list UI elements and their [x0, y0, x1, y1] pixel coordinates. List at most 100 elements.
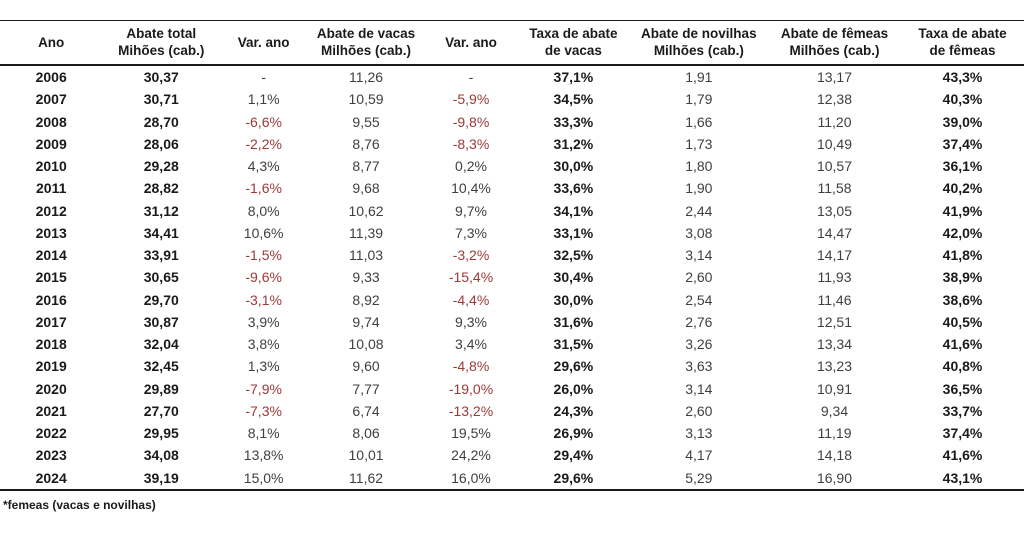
- table-cell: 30,37: [143, 69, 179, 85]
- table-cell: 11,03: [349, 247, 384, 263]
- table-cell: 38,9%: [942, 269, 983, 286]
- table-cell: 8,1%: [247, 425, 280, 441]
- table-cell: 8,76: [352, 135, 380, 152]
- table-cell: 2017: [35, 313, 67, 330]
- table-cell: 39,0%: [942, 113, 983, 130]
- table-cell: 7,77: [352, 380, 380, 397]
- table-cell: -1,5%: [245, 247, 282, 263]
- table-cell: -2,2%: [245, 135, 282, 152]
- table-row: 2010 29,28 4,3% 8,77 0,2% 30,0% 1,80 10,57 36,1%: [0, 155, 1024, 177]
- table-cell: 3,63: [685, 358, 713, 375]
- table-cell: 2008: [35, 113, 67, 130]
- table-cell: 39,19: [102, 466, 221, 491]
- table-cell: 28,82: [143, 180, 179, 197]
- table-cell: 14,47: [816, 224, 853, 241]
- table-cell: 16,0%: [424, 466, 518, 491]
- table-cell: -3,1%: [245, 291, 282, 308]
- table-cell: -9,8%: [452, 113, 490, 130]
- table-cell: 31,6%: [553, 313, 594, 330]
- table-cell: 13,17: [816, 69, 853, 85]
- table-cell: 11,39: [349, 224, 384, 241]
- table-cell: 31,5%: [553, 336, 594, 352]
- table-cell: -1,6%: [245, 180, 282, 197]
- table-cell: 11,20: [817, 113, 852, 130]
- table-cell: 43,1%: [901, 466, 1024, 491]
- table-cell: 13,23: [816, 358, 853, 375]
- table-header: Ano Abate total Mihões (cab.) Var. ano Abate…: [0, 20, 1024, 66]
- table-cell: 10,49: [816, 135, 853, 152]
- table-row: 2021 27,70 -7,3% 6,74 -13,2% 24,3% 2,60 9,34 33,…: [0, 400, 1024, 422]
- table-cell: -6,6%: [245, 113, 282, 130]
- table-cell: 15,0%: [220, 466, 308, 491]
- table-cell: 2013: [35, 224, 67, 241]
- column-header: Abate total Mihões (cab.): [102, 20, 221, 66]
- table-cell: 2021: [35, 402, 67, 419]
- table-cell: 11,19: [817, 425, 852, 441]
- table-cell: 10,08: [348, 336, 384, 352]
- table-body: 2006 30,37 - 11,26 - 37,1% 1,91 13,17 43,3% 2007 3…: [0, 65, 1024, 491]
- table-cell: 2015: [35, 269, 67, 286]
- table-cell: 3,13: [685, 425, 713, 441]
- table-cell: 2,44: [685, 202, 713, 219]
- table-footnote: *femeas (vacas e novilhas): [3, 497, 156, 512]
- table-cell: 30,65: [143, 269, 179, 286]
- table-row: 2007 30,71 1,1% 10,59 -5,9% 34,5% 1,79 12,38 40,…: [0, 88, 1024, 110]
- table-cell: -4,8%: [452, 358, 490, 375]
- table-cell: 24,3%: [553, 402, 594, 419]
- table-row: 2024 39,19 15,0% 11,62 16,0% 29,6% 5,29 16,90 43…: [0, 466, 1024, 491]
- table-cell: 11,26: [349, 69, 384, 85]
- table-cell: 3,4%: [455, 336, 487, 352]
- table-cell: 2010: [35, 158, 67, 174]
- table-cell: 13,8%: [243, 447, 284, 464]
- table-cell: 8,77: [352, 158, 380, 174]
- table-cell: 1,91: [685, 69, 713, 85]
- table-cell: 29,89: [143, 380, 179, 397]
- table-cell: 29,70: [143, 291, 179, 308]
- table-cell: 27,70: [143, 402, 179, 419]
- table-cell: 2007: [35, 91, 67, 108]
- table-cell: 2024: [0, 466, 103, 491]
- table-cell: 40,2%: [942, 180, 983, 197]
- table-cell: -9,6%: [245, 269, 282, 286]
- table-cell: 41,6%: [942, 336, 983, 352]
- table-cell: 29,28: [143, 158, 179, 174]
- table-cell: 10,62: [348, 202, 384, 219]
- table-cell: 10,91: [816, 380, 853, 397]
- table-cell: 8,06: [352, 425, 380, 441]
- table-cell: 2,60: [685, 402, 713, 419]
- table-cell: 2,54: [685, 291, 713, 308]
- table-row: 2011 28,82 -1,6% 9,68 10,4% 33,6% 1,90 11,58 40,…: [0, 177, 1024, 199]
- header-row: Ano Abate total Mihões (cab.) Var. ano Abate…: [0, 20, 1024, 66]
- table-cell: 10,4%: [451, 180, 491, 197]
- table-cell: 34,1%: [553, 202, 594, 219]
- table-cell: 24,2%: [451, 447, 491, 464]
- table-cell: 0,2%: [455, 158, 487, 174]
- table-row: 2006 30,37 - 11,26 - 37,1% 1,91 13,17 43,3%: [0, 65, 1024, 88]
- table-cell: 30,87: [143, 313, 179, 330]
- table-row: 2017 30,87 3,9% 9,74 9,3% 31,6% 2,76 12,51 40,5%: [0, 311, 1024, 333]
- column-header: Var. ano: [220, 20, 308, 66]
- table-cell: 9,74: [352, 313, 380, 330]
- table-cell: 3,14: [685, 380, 713, 397]
- table-cell: 2023: [35, 447, 67, 464]
- table-cell: 10,01: [348, 447, 384, 464]
- table-cell: 34,41: [143, 224, 179, 241]
- table-cell: 28,06: [143, 135, 179, 152]
- table-cell: 41,6%: [942, 447, 983, 464]
- table-cell: -: [468, 69, 474, 85]
- table-row: 2009 28,06 -2,2% 8,76 -8,3% 31,2% 1,73 10,49 37,…: [0, 133, 1024, 155]
- table-cell: 3,26: [685, 336, 713, 352]
- table-cell: -13,2%: [448, 402, 494, 419]
- table-cell: -19,0%: [448, 380, 494, 397]
- table-cell: -: [261, 69, 266, 85]
- table-cell: 1,80: [685, 158, 713, 174]
- table-cell: 10,6%: [243, 224, 284, 241]
- table-cell: 12,51: [816, 313, 853, 330]
- table-cell: 40,3%: [942, 91, 983, 108]
- table-cell: 3,08: [685, 224, 713, 241]
- table-cell: -7,3%: [245, 402, 282, 419]
- table-cell: 9,60: [352, 358, 380, 375]
- table-row: 2008 28,70 -6,6% 9,55 -9,8% 33,3% 1,66 11,20 39,…: [0, 111, 1024, 133]
- table-row: 2015 30,65 -9,6% 9,33 -15,4% 30,4% 2,60 11,93 38…: [0, 266, 1024, 288]
- table-cell: 2009: [35, 135, 67, 152]
